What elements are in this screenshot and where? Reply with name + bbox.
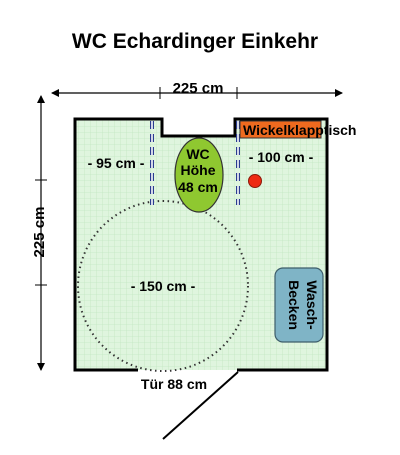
emergency-call-button	[248, 174, 262, 188]
turning-circle	[77, 200, 249, 372]
wash-basin-label-line2: Becken	[286, 280, 302, 330]
wc-label: WC	[186, 146, 209, 162]
page-title: WC Echardinger Einkehr	[72, 30, 318, 53]
room-walls	[73, 117, 329, 372]
right-clearance-label: - 100 cm -	[249, 149, 314, 165]
wc-height-label: Höhe	[181, 162, 216, 178]
width-dimension-label: 225 cm	[173, 80, 224, 97]
turning-circle-label: - 150 cm -	[131, 278, 196, 294]
wc-toilet	[174, 137, 224, 213]
wash-basin	[274, 267, 324, 343]
left-clearance-label: - 95 cm -	[88, 155, 145, 171]
changing-table	[239, 120, 322, 139]
door-leaf	[162, 371, 239, 440]
wash-basin-label-line1: Wasch-	[304, 280, 320, 330]
height-dimension-label: 225 cm	[31, 207, 48, 258]
door-label: Tür 88 cm	[141, 376, 207, 392]
changing-table-label: Wickelklapptisch	[243, 122, 356, 138]
floor-grid	[75, 119, 327, 370]
wc-height-value: 48 cm	[178, 179, 218, 195]
